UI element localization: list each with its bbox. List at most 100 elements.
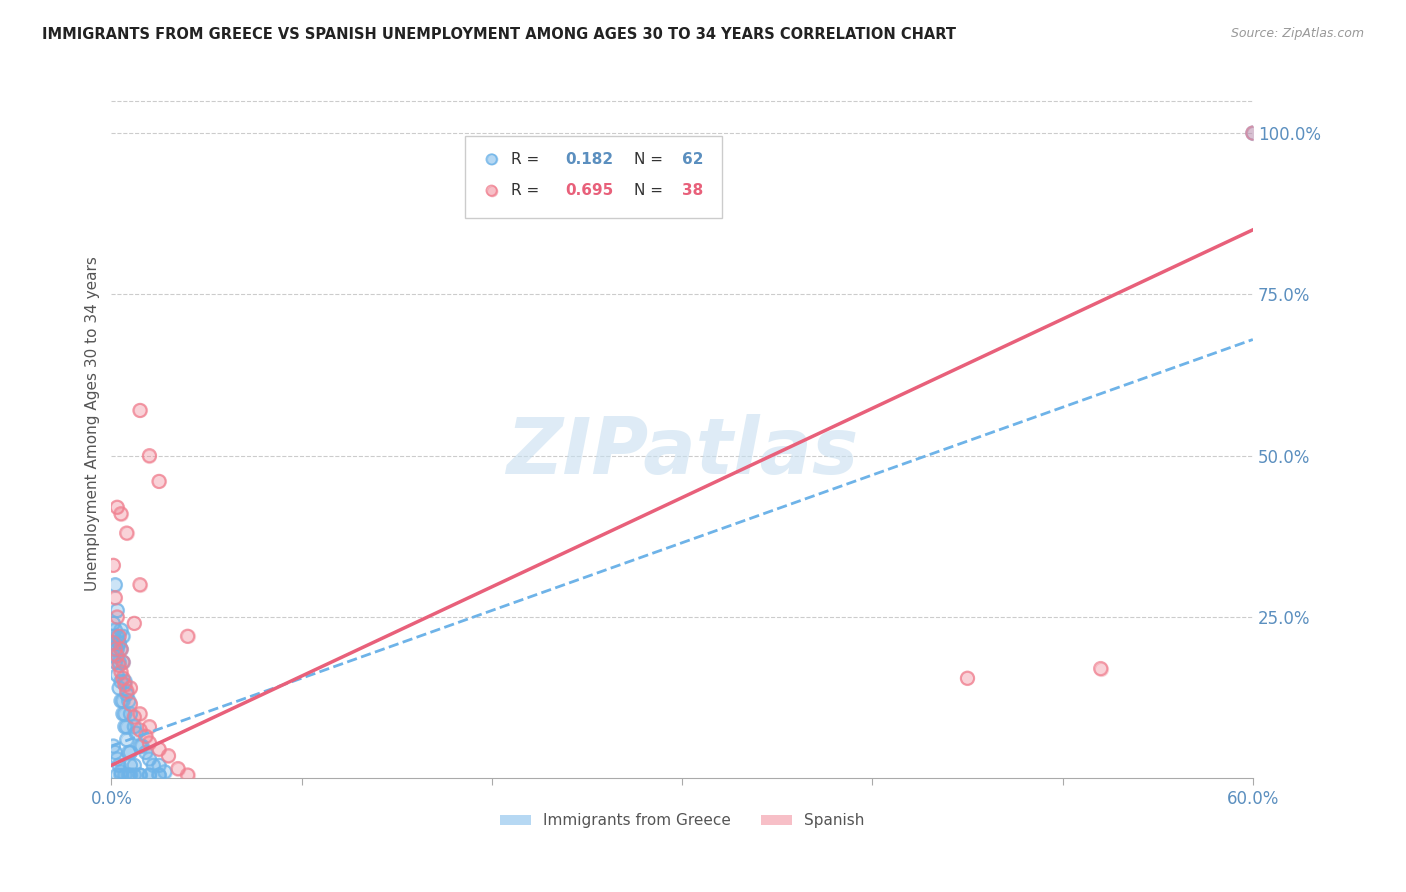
Point (110, 665, 132, 679)
Point (148, 742, 170, 756)
Point (105, 752, 128, 766)
Point (108, 658, 131, 673)
Point (142, 758, 165, 772)
Point (117, 694, 139, 708)
Point (104, 577, 127, 591)
Point (105, 642, 128, 657)
Point (104, 636, 127, 650)
Point (108, 629, 131, 643)
Point (167, 762, 190, 776)
Point (153, 764, 176, 779)
Point (120, 681, 142, 695)
Text: N =: N = (634, 152, 668, 167)
Point (120, 768, 142, 782)
Point (148, 758, 170, 772)
Point (108, 629, 131, 643)
Point (103, 558, 125, 573)
Point (104, 636, 127, 650)
Point (108, 658, 131, 673)
Point (108, 758, 131, 772)
Point (115, 720, 138, 734)
Point (111, 655, 134, 669)
Point (103, 636, 125, 650)
Point (110, 642, 132, 657)
Point (131, 739, 153, 753)
Point (111, 655, 134, 669)
Point (148, 758, 170, 772)
Point (105, 648, 128, 663)
Point (1241, 126, 1264, 140)
Text: 38: 38 (682, 183, 703, 198)
Point (110, 694, 132, 708)
Point (120, 746, 142, 760)
Point (104, 577, 127, 591)
Point (110, 665, 132, 679)
Point (104, 591, 127, 605)
Point (129, 768, 152, 782)
Point (110, 642, 132, 657)
Point (117, 746, 139, 760)
Point (105, 610, 128, 624)
Point (111, 629, 134, 643)
Point (103, 648, 125, 663)
Point (138, 752, 160, 766)
Point (111, 694, 134, 708)
Point (114, 674, 136, 689)
Point (120, 681, 142, 695)
Point (115, 526, 138, 541)
Text: N =: N = (634, 183, 668, 198)
Point (105, 603, 128, 617)
Point (105, 629, 128, 643)
Point (111, 629, 134, 643)
FancyBboxPatch shape (465, 136, 723, 218)
Point (1090, 661, 1112, 675)
Point (117, 746, 139, 760)
Point (110, 764, 132, 779)
Point (115, 684, 138, 698)
Point (148, 768, 170, 782)
Point (120, 697, 142, 711)
Point (167, 762, 190, 776)
Point (104, 623, 127, 637)
Point (105, 668, 128, 682)
Y-axis label: Unemployment Among Ages 30 to 34 years: Unemployment Among Ages 30 to 34 years (86, 256, 100, 591)
Point (148, 768, 170, 782)
Point (734, 209, 756, 223)
Point (129, 723, 152, 737)
Point (103, 558, 125, 573)
Point (129, 403, 152, 417)
Point (138, 736, 160, 750)
Text: Source: ZipAtlas.com: Source: ZipAtlas.com (1230, 27, 1364, 40)
Point (114, 706, 136, 721)
Point (138, 720, 160, 734)
Point (111, 706, 134, 721)
Point (114, 674, 136, 689)
Point (120, 706, 142, 721)
Point (108, 636, 131, 650)
Point (138, 768, 160, 782)
Point (120, 706, 142, 721)
Point (103, 616, 125, 631)
Point (111, 706, 134, 721)
Point (104, 655, 127, 669)
Point (129, 739, 152, 753)
Point (138, 768, 160, 782)
Point (104, 623, 127, 637)
Point (103, 739, 125, 753)
Point (104, 642, 127, 657)
Point (105, 500, 128, 515)
Point (157, 748, 180, 763)
Point (105, 768, 128, 782)
Point (110, 642, 132, 657)
Point (1241, 126, 1264, 140)
Point (105, 642, 128, 657)
Point (956, 671, 979, 685)
Point (110, 764, 132, 779)
Point (135, 729, 157, 743)
Point (148, 475, 170, 489)
Point (122, 710, 145, 724)
Point (103, 636, 125, 650)
Point (108, 655, 131, 669)
Point (105, 603, 128, 617)
Text: 0.695: 0.695 (565, 183, 614, 198)
